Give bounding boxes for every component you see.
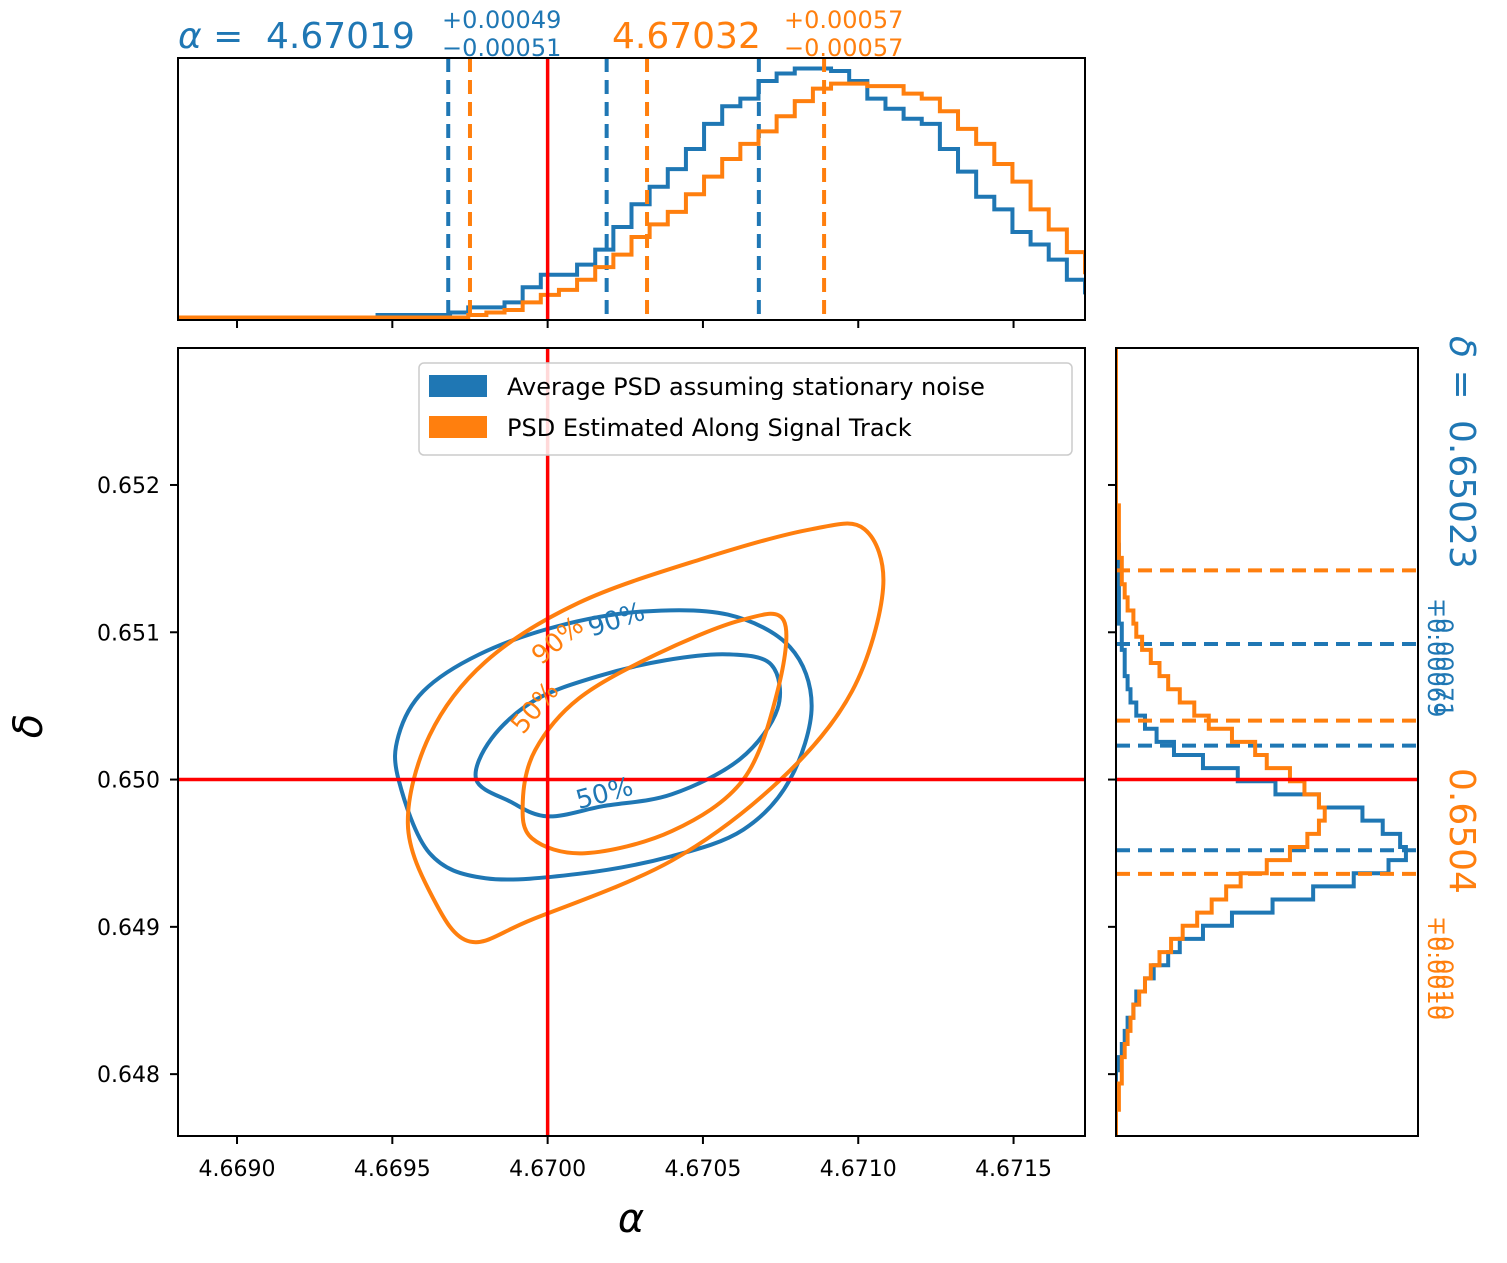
main-panel-frame: [177, 347, 1086, 1137]
contour-level90-1: [405, 521, 886, 945]
xtick-label-4: 4.6710: [820, 1157, 897, 1182]
delta-title-blue-plus: +0.00069: [1422, 598, 1450, 717]
legend-box: [418, 362, 1073, 456]
contour-label-level90-0: 90%: [584, 597, 648, 643]
xtick-label-1: 4.6695: [354, 1157, 431, 1182]
y-axis-label: δ: [6, 714, 52, 738]
joint-panel: 90%90%50%50%4.6690 4.6695 4.6700 4.6705 4.67…: [97, 347, 1086, 1182]
ytick-label-4: 0.652: [97, 474, 160, 499]
legend: Average PSD assuming stationary noise PS…: [418, 362, 1073, 456]
alpha-title-blue-median: 4.67019: [266, 16, 415, 57]
alpha-hist-1: [178, 81, 1085, 320]
xtick-label-0: 4.6690: [199, 1157, 276, 1182]
delta-title-orange-plus: +0.0010: [1422, 916, 1450, 1020]
x-axis-label: α: [618, 1196, 644, 1242]
top-panel-frame: [177, 57, 1086, 321]
delta-title-blue-prefix: δ =: [1441, 336, 1482, 400]
xtick-label-5: 4.6715: [975, 1157, 1052, 1182]
xtick-label-3: 4.6705: [664, 1157, 741, 1182]
legend-label-blue: Average PSD assuming stationary noise: [507, 373, 985, 401]
delta-hist-1: [1116, 348, 1327, 1136]
contour-label-level50-1: 50%: [505, 676, 565, 740]
alpha-marginal-panel: [177, 57, 1086, 328]
alpha-title-blue-prefix: α =: [178, 16, 243, 57]
legend-swatch-blue: [429, 375, 487, 397]
alpha-title-orange-median: 4.67032: [612, 16, 761, 57]
alpha-hist-0: [178, 66, 1085, 320]
ytick-label-3: 0.651: [97, 621, 160, 646]
delta-marginal-panel: [1108, 347, 1419, 1137]
delta-title-orange-minus: −0.0010: [1430, 916, 1458, 1020]
legend-label-orange: PSD Estimated Along Signal Track: [507, 414, 912, 442]
alpha-title-blue-plus: +0.00049: [442, 6, 561, 34]
ytick-label-2: 0.650: [97, 769, 160, 794]
ytick-label-1: 0.649: [97, 916, 160, 941]
delta-hist-0: [1116, 348, 1408, 1136]
delta-title: δ = 0.65023 +0.00069 −0.00071 0.6504 +0.…: [1422, 336, 1482, 1020]
contour-level90-0: [393, 608, 814, 882]
xtick-label-2: 4.6700: [509, 1157, 586, 1182]
alpha-title-orange-plus: +0.00057: [784, 6, 903, 34]
legend-swatch-orange: [429, 416, 487, 438]
contour-level50-1: [520, 611, 789, 856]
ytick-label-0: 0.648: [97, 1063, 160, 1088]
delta-title-blue-minus: −0.00071: [1430, 598, 1458, 717]
delta-title-orange-median: 0.6504: [1441, 768, 1482, 894]
delta-title-blue-median: 0.65023: [1441, 420, 1482, 569]
right-panel-frame: [1115, 347, 1419, 1137]
